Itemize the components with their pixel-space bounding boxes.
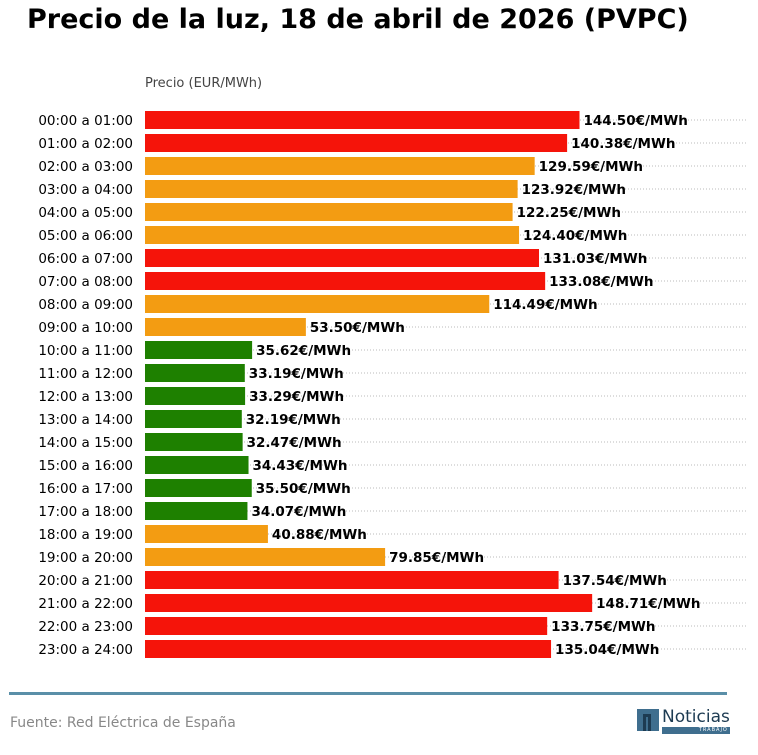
logo-name: Noticias xyxy=(662,707,730,727)
bar xyxy=(145,502,248,520)
bar xyxy=(145,479,252,497)
category-label: 16:00 a 17:00 xyxy=(38,481,133,497)
logo-mark-icon xyxy=(637,709,659,731)
bar xyxy=(145,387,246,405)
bar xyxy=(145,571,559,589)
bar xyxy=(145,456,249,474)
value-label: 79.85€/MWh xyxy=(389,550,484,566)
value-label: 148.71€/MWh xyxy=(596,596,700,612)
bar xyxy=(145,249,539,267)
category-label: 23:00 a 24:00 xyxy=(38,642,133,658)
value-label: 135.04€/MWh xyxy=(555,642,659,658)
bar xyxy=(145,341,253,359)
category-label: 00:00 a 01:00 xyxy=(38,113,133,129)
value-label: 32.19€/MWh xyxy=(246,412,341,428)
category-label: 19:00 a 20:00 xyxy=(38,550,133,566)
category-label: 13:00 a 14:00 xyxy=(38,412,133,428)
bar xyxy=(145,548,386,566)
value-label: 124.40€/MWh xyxy=(523,228,627,244)
bar xyxy=(145,640,552,658)
category-label: 04:00 a 05:00 xyxy=(38,205,133,221)
bar-chart: Precio (EUR/MWh) 00:00 a 01:00 144.50€/MW… xyxy=(38,76,748,658)
footer-divider xyxy=(9,692,727,695)
value-label: 129.59€/MWh xyxy=(539,159,643,175)
bars: 00:00 a 01:00 144.50€/MWh 01:00 a 02:00 140… xyxy=(38,111,701,658)
value-label: 34.07€/MWh xyxy=(251,504,346,520)
bar xyxy=(145,594,593,612)
category-label: 18:00 a 19:00 xyxy=(38,527,133,543)
category-label: 17:00 a 18:00 xyxy=(38,504,133,520)
category-label: 20:00 a 21:00 xyxy=(38,573,133,589)
bar xyxy=(145,157,535,175)
value-label: 33.29€/MWh xyxy=(249,389,344,405)
bar xyxy=(145,111,580,129)
value-label: 32.47€/MWh xyxy=(247,435,342,451)
bar xyxy=(145,134,568,152)
value-label: 35.50€/MWh xyxy=(256,481,351,497)
category-label: 09:00 a 10:00 xyxy=(38,320,133,336)
bar xyxy=(145,203,513,221)
bar xyxy=(145,272,546,290)
bar xyxy=(145,410,242,428)
bar xyxy=(145,295,490,313)
category-label: 15:00 a 16:00 xyxy=(38,458,133,474)
bar xyxy=(145,364,245,382)
category-label: 10:00 a 11:00 xyxy=(38,343,133,359)
gridlines xyxy=(145,119,748,650)
x-axis-label: Precio (EUR/MWh) xyxy=(145,76,262,91)
bar xyxy=(145,433,243,451)
category-label: 02:00 a 03:00 xyxy=(38,159,133,175)
value-label: 33.19€/MWh xyxy=(249,366,344,382)
value-label: 133.08€/MWh xyxy=(549,274,653,290)
bar xyxy=(145,180,518,198)
source-note: Fuente: Red Eléctrica de España xyxy=(10,715,236,731)
category-label: 11:00 a 12:00 xyxy=(38,366,133,382)
noticias-trabajo-logo: Noticias TRABAJO xyxy=(637,709,730,735)
value-label: 133.75€/MWh xyxy=(551,619,655,635)
category-label: 01:00 a 02:00 xyxy=(38,136,133,152)
category-label: 06:00 a 07:00 xyxy=(38,251,133,267)
category-label: 21:00 a 22:00 xyxy=(38,596,133,612)
value-label: 122.25€/MWh xyxy=(517,205,621,221)
value-label: 137.54€/MWh xyxy=(563,573,667,589)
value-label: 40.88€/MWh xyxy=(272,527,367,543)
value-label: 53.50€/MWh xyxy=(310,320,405,336)
value-label: 34.43€/MWh xyxy=(253,458,348,474)
bar xyxy=(145,226,520,244)
value-label: 114.49€/MWh xyxy=(493,297,597,313)
category-label: 12:00 a 13:00 xyxy=(38,389,133,405)
bar xyxy=(145,525,268,543)
category-label: 08:00 a 09:00 xyxy=(38,297,133,313)
bar xyxy=(145,318,306,336)
value-label: 131.03€/MWh xyxy=(543,251,647,267)
category-label: 14:00 a 15:00 xyxy=(38,435,133,451)
value-label: 123.92€/MWh xyxy=(522,182,626,198)
chart-title: Precio de la luz, 18 de abril de 2026 (P… xyxy=(27,4,689,35)
logo-subtitle: TRABAJO xyxy=(662,727,730,734)
bar xyxy=(145,617,548,635)
value-label: 35.62€/MWh xyxy=(256,343,351,359)
value-label: 144.50€/MWh xyxy=(584,113,688,129)
value-label: 140.38€/MWh xyxy=(571,136,675,152)
category-label: 22:00 a 23:00 xyxy=(38,619,133,635)
category-label: 05:00 a 06:00 xyxy=(38,228,133,244)
category-label: 07:00 a 08:00 xyxy=(38,274,133,290)
category-label: 03:00 a 04:00 xyxy=(38,182,133,198)
